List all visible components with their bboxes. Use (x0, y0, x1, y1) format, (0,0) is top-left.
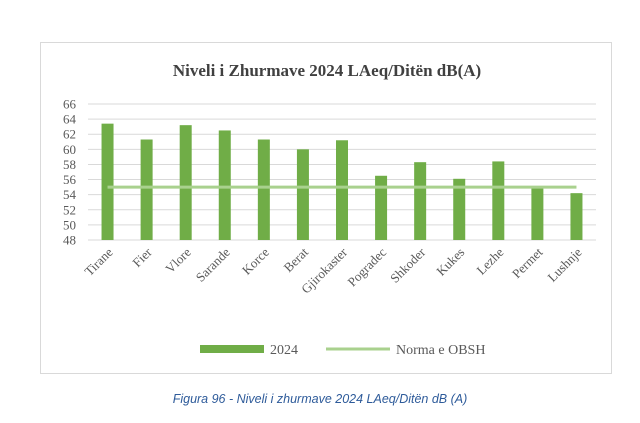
y-tick-label: 62 (63, 127, 76, 142)
bar-pogradec (375, 175, 388, 240)
legend: 2024 Norma e OBSH (200, 343, 485, 358)
y-tick-label: 58 (63, 157, 76, 172)
y-tick-label: 48 (63, 233, 76, 248)
y-tick-label: 52 (63, 202, 76, 217)
legend-label-line: Norma e OBSH (396, 343, 485, 358)
bar-tirane (101, 123, 114, 240)
y-tick-label: 54 (63, 187, 77, 202)
chart-frame: Niveli i Zhurmave 2024 LAeq/Ditën dB(A) … (40, 42, 612, 374)
bar-lushnje (570, 193, 583, 240)
x-tick-label: Kukes (433, 245, 467, 279)
figure-caption: Figura 96 - Niveli i zhurmave 2024 LAeq/… (172, 392, 468, 406)
bar-shkoder (414, 162, 427, 240)
bar-permet (531, 187, 544, 240)
y-tick-label: 56 (63, 172, 77, 187)
bar-kukes (453, 178, 466, 240)
x-tick-label: Pogradec (344, 244, 389, 289)
bar-gjirokaster (336, 140, 348, 240)
bar-fier (140, 139, 153, 240)
x-tick-label: Lezhe (473, 244, 506, 277)
x-tick-label: Shkoder (387, 244, 429, 286)
bar-vlore (179, 125, 192, 240)
bar-berat (296, 149, 309, 240)
x-tick-label: Fier (129, 244, 155, 270)
bar-series (101, 123, 583, 240)
bar-korce (257, 139, 270, 240)
bar-sarande (218, 130, 231, 240)
y-tick-label: 60 (63, 142, 76, 157)
bar-lezhe (492, 161, 505, 240)
x-tick-label: Tirane (81, 244, 115, 278)
x-tick-label: Sarande (193, 244, 233, 284)
x-tick-label: Vlore (162, 244, 194, 276)
legend-label-bar: 2024 (270, 343, 298, 358)
y-tick-label: 50 (63, 217, 76, 232)
y-tick-label: 64 (63, 112, 77, 127)
x-tick-label: Berat (281, 244, 312, 275)
legend-swatch-bar (200, 345, 264, 353)
chart-svg: Niveli i Zhurmave 2024 LAeq/Ditën dB(A) … (63, 61, 596, 358)
x-tick-label: Permet (509, 244, 546, 281)
x-tick-label: Lushnje (544, 244, 584, 284)
y-tick-label: 66 (63, 97, 77, 112)
x-tick-label: Korce (239, 244, 272, 277)
chart-title: Niveli i Zhurmave 2024 LAeq/Ditën dB(A) (173, 61, 481, 80)
